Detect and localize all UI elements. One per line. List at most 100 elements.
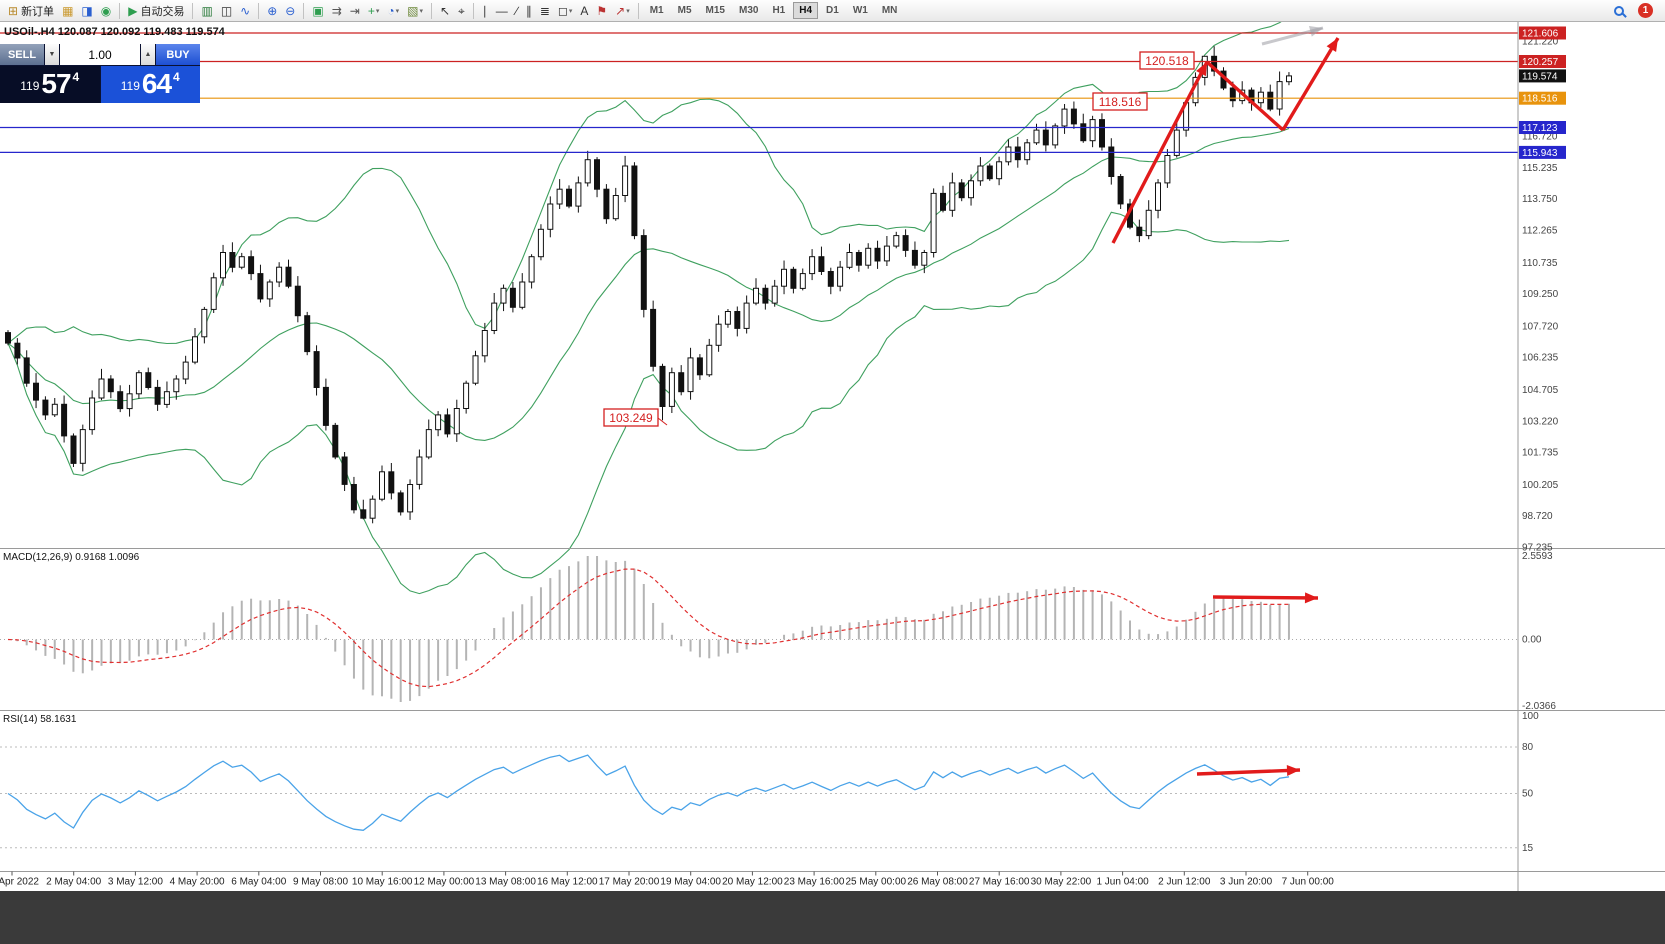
market-watch-button[interactable]: ▦ [59,2,76,20]
new-order-button[interactable]: ⊞ 新订单 [5,2,57,20]
volume-decrease-button[interactable]: ▼ [45,44,59,65]
timeframe-h4-button[interactable]: H4 [793,2,819,19]
price-axis: 121.220 116.720 115.235 113.750 112.265 110.7… [1519,26,1566,554]
timeframe-h1-button[interactable]: H1 [772,5,786,16]
shapes-icon: ◻ [557,3,568,18]
zoom-out-button[interactable]: ⊖ [282,2,298,20]
cursor-button[interactable]: ↖ [437,2,453,20]
volume-input[interactable]: 1.00 [60,44,140,65]
timeframe-m30-button[interactable]: M30 [738,5,759,16]
zoom-in-button[interactable]: ⊕ [264,2,280,20]
panel-separators [0,22,1665,891]
new-chart-button[interactable]: + ▾ [365,2,383,20]
crosshair-button[interactable]: ⌖ [455,2,468,20]
svg-text:23 May 16:00: 23 May 16:00 [784,877,845,888]
arrows-button[interactable]: ↗ ▾ [612,2,633,20]
market-watch-icon: ▦ [62,3,74,18]
profiles-button[interactable]: ◔ ▾ [384,2,402,20]
svg-text:98.720: 98.720 [1522,511,1553,522]
price-annotation[interactable]: 120.518 [1139,51,1195,70]
shapes-button[interactable]: ◻ ▾ [555,2,575,20]
timeframe-m15-button[interactable]: M15 [705,5,725,16]
sell-button[interactable]: SELL [0,44,44,65]
notification-badge[interactable]: 1 [1638,3,1653,18]
vertical-line-button[interactable]: ∣ [479,2,491,20]
equidistant-channel-button[interactable]: ∥ [523,2,535,20]
bid-price[interactable]: 119 57 4 [0,66,100,103]
ask-pip-fraction: 4 [173,70,180,84]
search-button[interactable] [1611,2,1627,20]
candlestick-chart-button[interactable]: ◫ [218,2,235,20]
bollinger-upper-band [7,22,1282,345]
tile-windows-button[interactable]: ▣ [309,2,326,20]
svg-text:121.606: 121.606 [1522,29,1559,40]
new-order-label: 新订单 [21,5,55,18]
bollinger-lower-band [7,211,1290,595]
price-annotation[interactable]: 118.516 [1092,92,1148,111]
toolbar-separator [258,2,260,19]
chart-shift-button[interactable]: ⇥ [347,2,363,20]
svg-text:20 May 12:00: 20 May 12:00 [722,877,783,888]
trend-arrows[interactable] [657,26,1340,776]
volume-increase-button[interactable]: ▲ [141,44,155,65]
new-chart-icon: + [367,3,375,18]
time-axis: 29 Apr 2022 2 May 04:00 3 May 12:00 4 May 2… [0,871,1334,888]
price-annotation[interactable]: 103.249 [603,408,659,427]
templates-button[interactable]: ▧ ▾ [404,2,426,20]
toolbar-separator [637,2,639,19]
buy-button[interactable]: BUY [156,44,200,65]
timeframe-d1-button[interactable]: D1 [826,5,839,16]
svg-text:1 Jun 04:00: 1 Jun 04:00 [1096,877,1149,888]
candlestick-chart-icon: ◫ [220,3,233,18]
svg-text:9 May 08:00: 9 May 08:00 [293,877,348,888]
toolbar-buttons-group: ⊞ 新订单 ▦ ◨ ◉ ▶ 自动交易 ▥ ◫ ∿ ⊕ ⊖ ▣ ⇉ ⇥ + ▾ ◔ ▾ ▧ ▾ ↖ ⌖ ∣ ― ∕ ∥ ≣ ◻ ▾ A ⚑ ↗ ▾ M… [4,0,904,21]
rsi-indicator: RSI(14) 58.1631 100 80 50 15 [0,711,1539,854]
ask-price[interactable]: 119 64 4 [100,66,200,103]
svg-text:3 Jun 20:00: 3 Jun 20:00 [1220,877,1273,888]
dropdown-caret-icon: ▾ [568,7,573,15]
vertical-line-icon: ∣ [481,3,488,18]
bar-chart-button[interactable]: ▥ [198,2,215,20]
candles-layer [5,46,1292,524]
navigator-button[interactable]: ◉ [98,2,114,20]
horizontal-level-lines[interactable] [0,32,1518,153]
trendline-button[interactable]: ∕ [513,2,521,20]
chart-canvas[interactable]: MACD(12,26,9) 0.9168 1.0096 2.5593 0.00 -2.… [0,22,1665,891]
svg-text:116.720: 116.720 [1522,132,1558,143]
svg-text:120.518: 120.518 [1145,54,1189,68]
timeframe-mn-button[interactable]: MN [881,5,898,16]
timeframe-w1-button[interactable]: W1 [852,5,868,16]
svg-text:-2.0366: -2.0366 [1522,701,1556,712]
svg-text:25 May 00:00: 25 May 00:00 [845,877,906,888]
auto-scroll-button[interactable]: ⇉ [329,2,345,20]
horizontal-line-button[interactable]: ― [493,2,511,20]
auto-scroll-icon: ⇉ [331,3,342,18]
svg-text:103.220: 103.220 [1522,416,1559,427]
svg-text:118.516: 118.516 [1522,94,1558,105]
toolbar-separator [119,2,121,19]
arrows-icon: ↗ [615,3,626,18]
toolbar-right-group: 1 [1610,2,1661,20]
chart-title: USOil-.H4 120.087 120.092 119.483 119.57… [4,26,225,38]
text-label-button[interactable]: ⚑ [593,2,610,20]
svg-text:106.235: 106.235 [1522,353,1559,364]
svg-text:110.735: 110.735 [1522,258,1558,269]
auto-trading-icon: ▶ [128,3,138,18]
fibonacci-button[interactable]: ≣ [537,2,553,20]
data-window-button[interactable]: ◨ [78,2,95,20]
svg-text:117.123: 117.123 [1522,123,1558,134]
svg-text:2 May 04:00: 2 May 04:00 [46,877,101,888]
timeframe-m5-button[interactable]: M5 [677,5,692,16]
toolbar-separator [430,2,432,19]
rsi-line [7,754,1290,831]
bar-chart-icon: ▥ [201,3,213,18]
zoom-in-icon: ⊕ [267,3,278,18]
ohlc-values: 120.087 120.092 119.483 119.574 [57,26,225,38]
auto-trading-button[interactable]: ▶ 自动交易 [125,2,187,20]
svg-text:119.574: 119.574 [1522,71,1558,82]
svg-text:12 May 00:00: 12 May 00:00 [414,877,475,888]
line-chart-button[interactable]: ∿ [237,2,253,20]
timeframe-m1-button[interactable]: M1 [649,5,664,16]
macd-label: MACD(12,26,9) 0.9168 1.0096 [3,552,140,563]
text-button[interactable]: A [577,2,591,20]
